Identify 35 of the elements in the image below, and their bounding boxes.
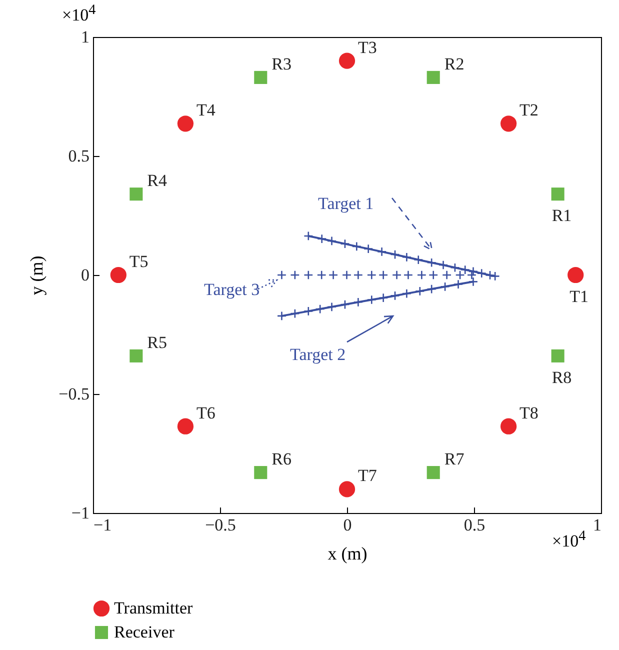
x-tick-label: −1: [94, 516, 112, 534]
annotation: R5: [147, 332, 168, 352]
annotation: T8: [520, 403, 538, 422]
annotation: R3: [272, 54, 292, 74]
y-tick-label: −1: [71, 504, 90, 522]
series-label: Target 3: [204, 280, 260, 300]
annotation: T6: [196, 403, 216, 422]
annotation: T2: [520, 100, 538, 120]
annotation: R4: [147, 171, 168, 190]
x-tick-label: 0.5: [464, 516, 486, 534]
annotation: T7: [358, 466, 378, 486]
annotation: R8: [552, 368, 572, 387]
legend-label: Transmitter: [114, 598, 194, 618]
x-tick-label: 1: [593, 516, 602, 534]
y-tick-label: 0.5: [68, 146, 90, 166]
y-tick-label: 0: [81, 266, 90, 284]
annotation: R6: [272, 450, 292, 469]
x-axis-title: x (m): [328, 544, 368, 564]
annotation: T4: [196, 100, 216, 120]
annotation: T1: [570, 287, 588, 306]
annotation: R2: [444, 54, 464, 74]
annotation: T5: [129, 252, 148, 271]
text: ×10$^{4}$: [62, 2, 96, 26]
text: ×10$^{4}$: [552, 528, 586, 552]
annotation: R7: [444, 450, 465, 469]
annotation: T3: [358, 38, 377, 57]
y-tick-label: 1: [81, 28, 90, 46]
series-label: Target 1: [318, 194, 374, 214]
annotation: R1: [552, 206, 572, 226]
x-tick-label: 0: [343, 516, 352, 534]
y-tick-label: −0.5: [58, 384, 90, 404]
x-tick-label: −0.5: [205, 516, 236, 534]
series-label: Target 2: [290, 345, 346, 365]
y-axis-title: y (m): [26, 256, 47, 296]
legend-label: Receiver: [114, 622, 175, 642]
